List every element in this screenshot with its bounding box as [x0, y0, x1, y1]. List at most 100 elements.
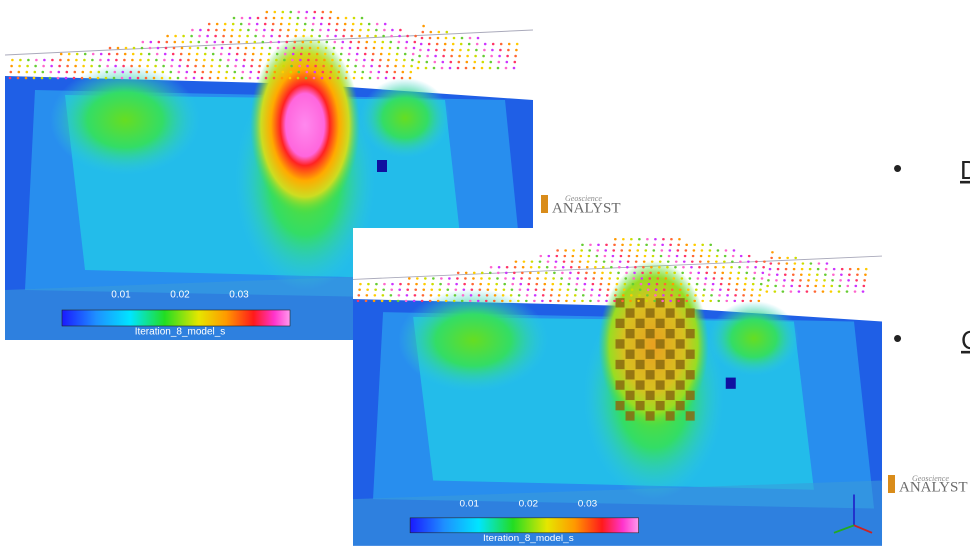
survey-point: [442, 61, 445, 64]
survey-point: [229, 47, 232, 50]
survey-point: [150, 41, 153, 44]
survey-point: [250, 71, 253, 74]
survey-point: [758, 294, 761, 296]
survey-point: [354, 65, 357, 68]
bullet-dot: •: [893, 323, 902, 353]
survey-point: [426, 55, 429, 58]
anomaly: [360, 78, 450, 158]
survey-point: [653, 300, 656, 302]
survey-point: [862, 290, 865, 292]
survey-point: [261, 47, 264, 50]
survey-point: [680, 283, 683, 285]
survey-point: [864, 274, 867, 276]
survey-point: [361, 77, 364, 80]
survey-point: [474, 61, 477, 64]
model-cell: [666, 308, 675, 317]
survey-point: [632, 277, 635, 279]
survey-point: [783, 279, 786, 281]
survey-point: [324, 53, 327, 56]
survey-point: [287, 29, 290, 32]
survey-point: [515, 49, 518, 52]
survey-point: [282, 11, 285, 14]
survey-point: [332, 53, 335, 56]
survey-point: [9, 77, 12, 80]
model-cell: [676, 401, 685, 410]
survey-point: [770, 257, 773, 259]
survey-point: [447, 283, 450, 285]
survey-point: [254, 35, 257, 38]
model-cell: [636, 401, 645, 410]
survey-point: [171, 59, 174, 62]
survey-point: [284, 53, 287, 56]
survey-point: [180, 53, 183, 56]
survey-point: [427, 49, 430, 52]
survey-point: [34, 71, 37, 74]
model-cell: [616, 339, 625, 348]
survey-point: [450, 55, 453, 58]
survey-point: [193, 77, 196, 80]
survey-point: [232, 23, 235, 26]
survey-point: [616, 277, 619, 279]
model-cell: [686, 370, 695, 379]
survey-point: [235, 59, 238, 62]
survey-point: [582, 294, 585, 296]
survey-point: [241, 17, 244, 20]
survey-point: [506, 266, 509, 268]
survey-point: [333, 47, 336, 50]
survey-point: [402, 65, 405, 68]
survey-point: [709, 300, 712, 302]
survey-point: [469, 37, 472, 40]
survey-point: [274, 11, 277, 14]
survey-point: [583, 288, 586, 290]
survey-point: [423, 283, 426, 285]
survey-point: [166, 41, 169, 44]
survey-point: [366, 35, 369, 38]
survey-point: [342, 41, 345, 44]
survey-point: [289, 17, 292, 20]
survey-point: [414, 41, 417, 44]
model-cell: [636, 298, 645, 307]
survey-point: [197, 47, 200, 50]
survey-point: [33, 77, 36, 80]
survey-point: [74, 71, 77, 74]
survey-point: [398, 294, 401, 296]
survey-point: [214, 35, 217, 38]
survey-point: [502, 294, 505, 296]
survey-point: [762, 272, 765, 274]
survey-point: [170, 65, 173, 68]
survey-point: [846, 285, 849, 287]
survey-point: [729, 272, 732, 274]
survey-point: [406, 41, 409, 44]
survey-point: [437, 300, 440, 302]
survey-point: [661, 300, 664, 302]
survey-point: [368, 23, 371, 26]
model-cell: [636, 339, 645, 348]
model-cell: [686, 350, 695, 359]
survey-point: [265, 77, 268, 80]
survey-point: [429, 300, 432, 302]
model-cell: [666, 370, 675, 379]
survey-point: [589, 244, 592, 246]
model-cell: [656, 319, 665, 328]
survey-point: [616, 283, 619, 285]
model-cell: [686, 391, 695, 400]
survey-point: [26, 65, 29, 68]
survey-point: [636, 255, 639, 257]
survey-point: [830, 290, 833, 292]
survey-point: [422, 294, 425, 296]
survey-point: [749, 300, 752, 302]
survey-point: [865, 268, 868, 270]
survey-point: [721, 272, 724, 274]
survey-point: [239, 29, 242, 32]
model-cell: [626, 370, 635, 379]
survey-point: [205, 47, 208, 50]
survey-point: [475, 49, 478, 52]
survey-point: [669, 300, 672, 302]
survey-point: [543, 283, 546, 285]
survey-point: [294, 35, 297, 38]
survey-point: [849, 268, 852, 270]
survey-point: [191, 29, 194, 32]
survey-point: [306, 71, 309, 74]
survey-point: [679, 288, 682, 290]
survey-point: [809, 268, 812, 270]
